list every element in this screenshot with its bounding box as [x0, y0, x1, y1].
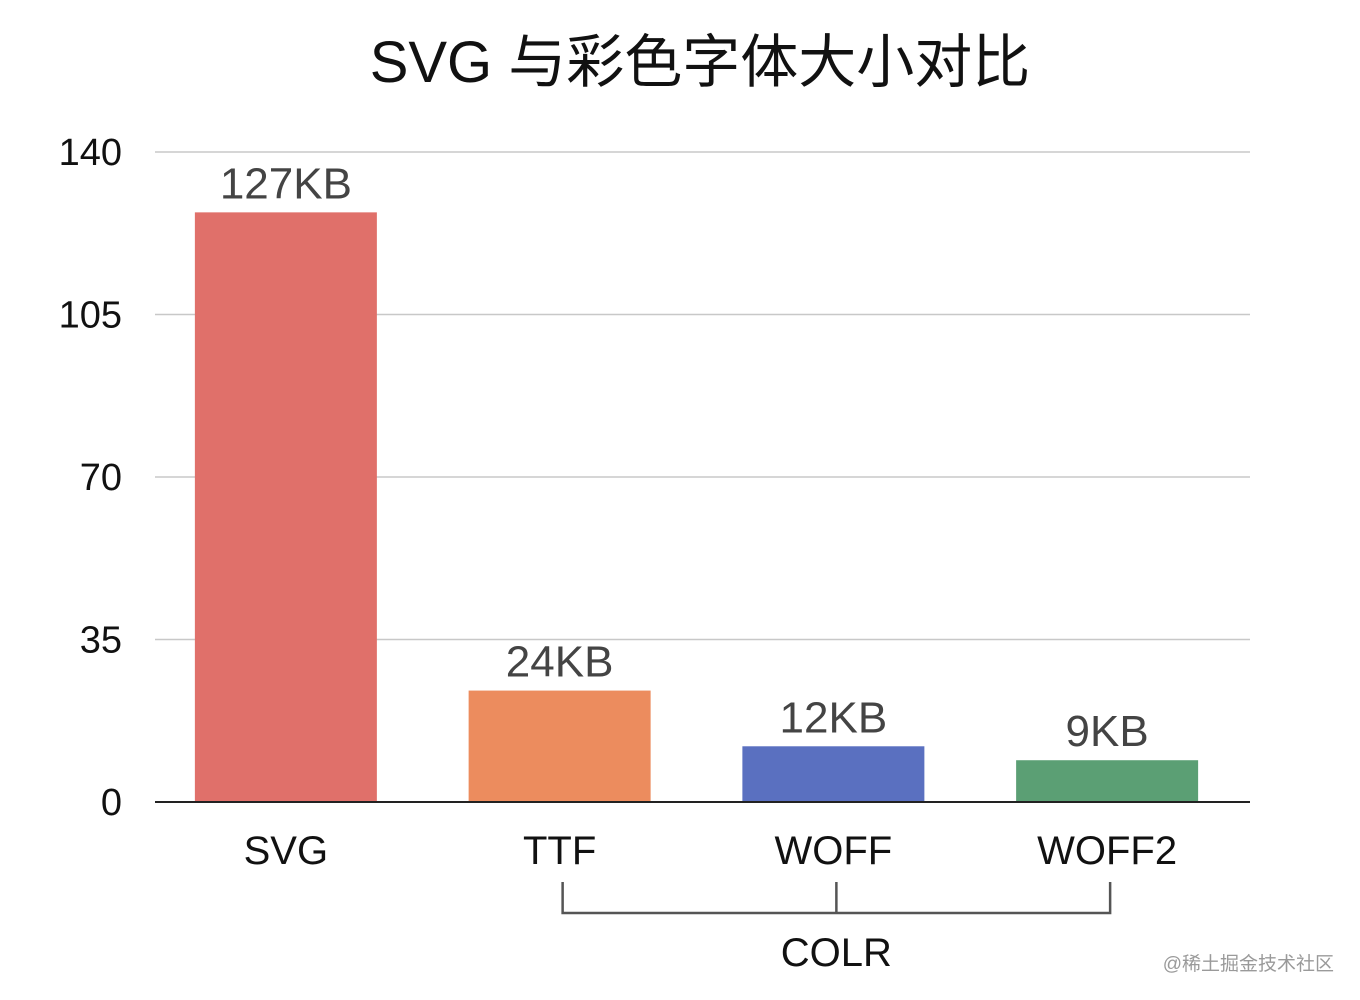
group-label-colr: COLR	[781, 931, 892, 975]
y-tick-label-0: 0	[101, 782, 122, 824]
y-axis-ticks: 0 35 70 105 140	[59, 132, 122, 824]
bars	[194, 212, 1199, 802]
x-axis-ticks: SVG TTF WOFF WOFF2	[244, 829, 1177, 873]
watermark-text: @稀土掘金技术社区	[1163, 953, 1334, 975]
y-tick-label-140: 140	[59, 132, 122, 174]
x-tick-label-svg: SVG	[244, 829, 328, 873]
data-label-svg: 127KB	[220, 159, 352, 208]
y-tick-label-105: 105	[59, 295, 122, 337]
x-tick-label-woff2: WOFF2	[1037, 829, 1177, 873]
data-label-ttf: 24KB	[506, 638, 614, 687]
data-label-woff2: 9KB	[1066, 707, 1149, 756]
colr-group-bracket: COLR	[561, 882, 1112, 975]
bar-svg	[194, 212, 377, 802]
x-tick-label-ttf: TTF	[523, 829, 596, 873]
data-labels: 127KB 24KB 12KB 9KB	[220, 159, 1149, 756]
y-tick-label-70: 70	[80, 457, 122, 499]
chart-title: SVG 与彩色字体大小对比	[370, 30, 1031, 95]
data-label-woff: 12KB	[780, 693, 888, 742]
y-tick-label-35: 35	[80, 620, 122, 662]
bar-woff2	[1016, 760, 1199, 802]
bar-ttf	[468, 690, 651, 802]
x-tick-label-woff: WOFF	[775, 829, 893, 873]
bar-woff	[742, 746, 925, 802]
